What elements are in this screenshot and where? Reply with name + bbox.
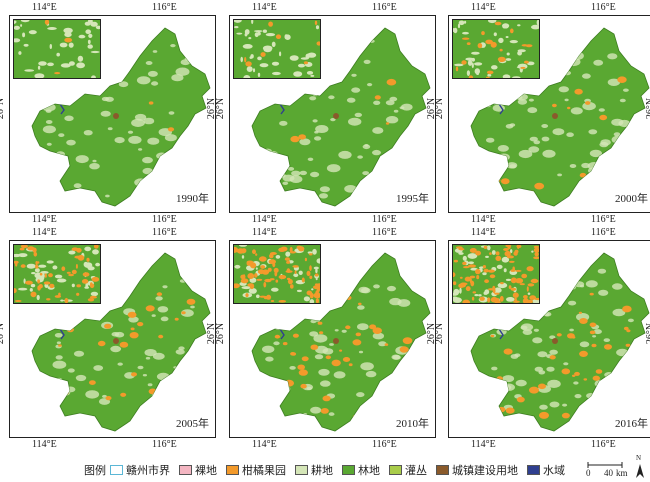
lon-tick-bottom-right: 116°E xyxy=(591,439,616,450)
legend-item: 水域 xyxy=(527,462,565,478)
map-panel: 2000年 xyxy=(448,15,650,213)
inset-map xyxy=(13,19,101,79)
legend-item: 林地 xyxy=(342,462,380,478)
legend-swatch xyxy=(295,465,308,475)
lon-tick-top-right: 116°E xyxy=(591,2,616,13)
legend-item: 耕地 xyxy=(295,462,333,478)
legend-label: 灌丛 xyxy=(405,464,427,477)
legend-label: 耕地 xyxy=(311,464,333,477)
lon-tick-bottom-right: 116°E xyxy=(591,214,616,225)
inset-map xyxy=(452,244,540,304)
legend-swatch xyxy=(342,465,355,475)
lat-tick-left: 26°N xyxy=(215,322,227,345)
legend-item: 城镇建设用地 xyxy=(436,462,518,478)
inset-map-image xyxy=(234,245,320,303)
map-panel: 1990年 xyxy=(9,15,216,213)
year-label: 2000年 xyxy=(615,193,648,205)
legend-item: 裸地 xyxy=(179,462,217,478)
legend-label: 水域 xyxy=(543,464,565,477)
lon-tick-bottom-right: 116°E xyxy=(152,214,177,225)
lon-tick-top-left: 114°E xyxy=(252,2,277,13)
region-map xyxy=(31,27,211,207)
scale-dist: 40 xyxy=(604,468,613,478)
lat-tick-left: 26°N xyxy=(0,97,7,120)
scale-unit: km xyxy=(616,468,628,478)
year-label: 2005年 xyxy=(176,418,209,430)
lon-tick-bottom-right: 116°E xyxy=(372,439,397,450)
legend-label: 赣州市界 xyxy=(126,464,170,477)
lon-tick-top-left: 114°E xyxy=(471,227,496,238)
lon-tick-top-left: 114°E xyxy=(471,2,496,13)
lon-tick-top-left: 114°E xyxy=(252,227,277,238)
legend-label: 裸地 xyxy=(195,464,217,477)
legend-title: 图例 xyxy=(84,464,106,477)
inset-map-image xyxy=(14,245,100,303)
map-panel: 2016年 xyxy=(448,240,650,438)
north-arrow-icon xyxy=(636,464,644,478)
scale-zero: 0 xyxy=(586,468,591,478)
lon-tick-top-right: 116°E xyxy=(372,227,397,238)
lon-tick-top-left: 114°E xyxy=(32,2,57,13)
year-label: 2016年 xyxy=(615,418,648,430)
lat-tick-right: 26°N xyxy=(645,322,650,345)
lat-tick-left: 26°N xyxy=(0,322,7,345)
lon-tick-bottom-right: 116°E xyxy=(152,439,177,450)
lon-tick-bottom-left: 114°E xyxy=(471,439,496,450)
legend-label: 柑橘果园 xyxy=(242,464,286,477)
lon-tick-bottom-left: 114°E xyxy=(252,214,277,225)
legend-label: 林地 xyxy=(358,464,380,477)
lon-tick-top-left: 114°E xyxy=(32,227,57,238)
north-label: N xyxy=(636,454,642,462)
lon-tick-top-right: 116°E xyxy=(591,227,616,238)
lon-tick-bottom-left: 114°E xyxy=(32,214,57,225)
lat-tick-left: 26°N xyxy=(215,97,227,120)
lon-tick-top-right: 116°E xyxy=(372,2,397,13)
legend-swatch xyxy=(110,465,123,475)
inset-map-image xyxy=(14,20,100,78)
lon-tick-bottom-right: 116°E xyxy=(372,214,397,225)
lon-tick-bottom-left: 114°E xyxy=(471,214,496,225)
legend: 图例 赣州市界 裸地 柑橘果园 耕地 林地 灌丛 城镇建设用地 水域 0 40 km N xyxy=(0,454,650,480)
lat-tick-left: 26°N xyxy=(434,322,446,345)
legend-item: 柑橘果园 xyxy=(226,462,286,478)
legend-item: 赣州市界 xyxy=(110,462,170,478)
inset-map-image xyxy=(453,245,539,303)
legend-swatch xyxy=(179,465,192,475)
legend-item: 灌丛 xyxy=(389,462,427,478)
lon-tick-bottom-left: 114°E xyxy=(252,439,277,450)
region-map xyxy=(470,27,650,207)
inset-map-image xyxy=(234,20,320,78)
inset-map xyxy=(233,244,321,304)
lat-tick-right: 26°N xyxy=(645,97,650,120)
year-label: 1995年 xyxy=(396,193,429,205)
map-panel: 1995年 xyxy=(229,15,436,213)
region-map xyxy=(470,252,650,432)
map-panel: 2010年 xyxy=(229,240,436,438)
legend-swatch xyxy=(436,465,449,475)
lon-tick-bottom-left: 114°E xyxy=(32,439,57,450)
inset-map xyxy=(233,19,321,79)
legend-label: 城镇建设用地 xyxy=(452,464,518,477)
region-map xyxy=(251,27,431,207)
inset-map xyxy=(13,244,101,304)
inset-map xyxy=(452,19,540,79)
legend-swatch xyxy=(226,465,239,475)
year-label: 1990年 xyxy=(176,193,209,205)
lat-tick-left: 26°N xyxy=(434,97,446,120)
map-panel: 2005年 xyxy=(9,240,216,438)
legend-swatch xyxy=(527,465,540,475)
year-label: 2010年 xyxy=(396,418,429,430)
lon-tick-top-right: 116°E xyxy=(152,227,177,238)
scale-bar xyxy=(587,462,623,468)
legend-swatch xyxy=(389,465,402,475)
inset-map-image xyxy=(453,20,539,78)
lon-tick-top-right: 116°E xyxy=(152,2,177,13)
